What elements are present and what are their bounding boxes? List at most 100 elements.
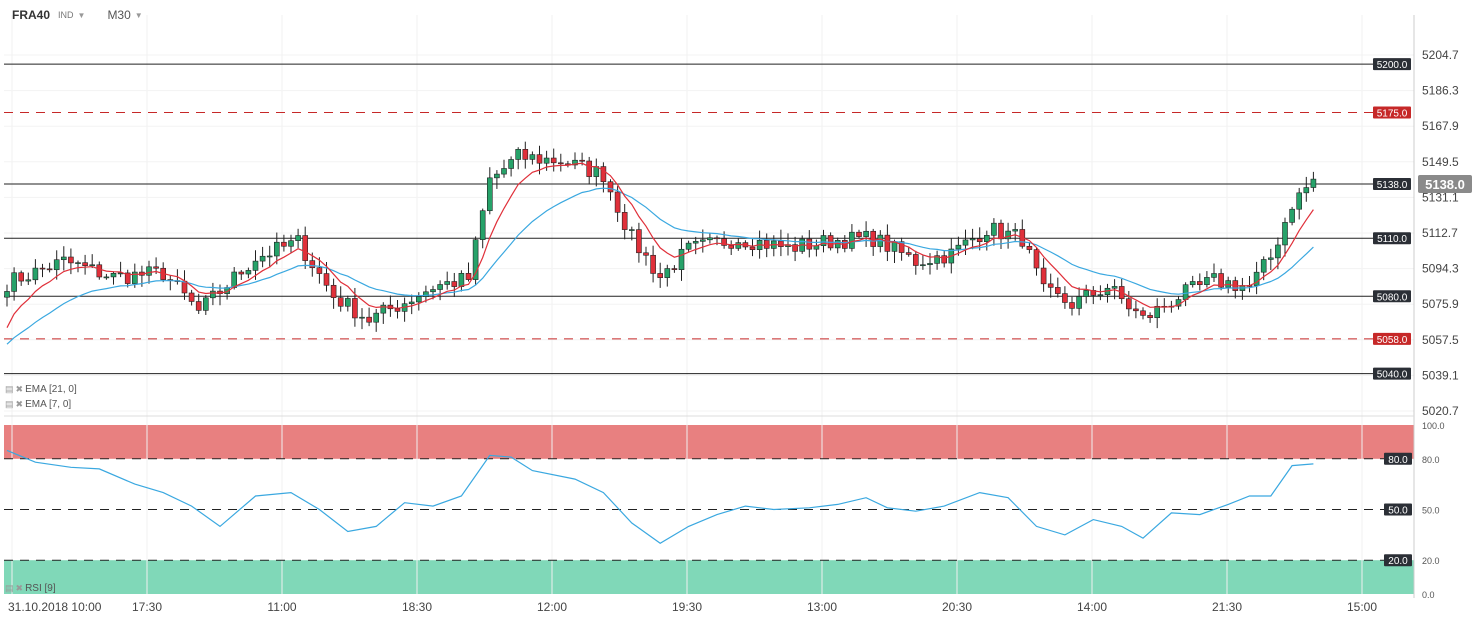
candle-up [288,240,294,247]
candle-down [1197,281,1203,285]
candle-down [18,272,25,282]
price-level-label: 5110.0 [1377,234,1407,245]
indicator-ema21[interactable]: ▤ ✖ EMA [21, 0] [5,384,77,395]
indicator-ema21-label: EMA [21, 0] [25,384,77,395]
candle-up [863,230,869,237]
price-level-tag [1373,290,1411,303]
candle-up [1253,271,1260,286]
candle-up [344,298,351,307]
symbol-header[interactable]: FRA40 IND ▼ M30 ▼ [12,8,143,22]
indicator-ema7[interactable]: ▤ ✖ EMA [7, 0] [5,399,71,410]
close-icon[interactable]: ✖ [15,399,24,409]
candle-down [1033,249,1040,269]
candle-down [763,240,770,249]
candle-down [394,308,401,312]
candle-down [671,268,678,270]
price-level-tag [1373,232,1411,245]
timeframe-selector[interactable]: M30 [107,8,131,22]
candle-down [195,301,202,311]
close-icon[interactable]: ✖ [15,583,24,593]
rsi-axis-label: 100.0 [1422,421,1445,431]
candle-up [1005,230,1011,240]
time-axis-label: 17:30 [132,600,162,614]
candle-down [536,154,543,164]
current-price-label: 5138.0 [1425,177,1465,192]
candle-down [856,231,862,237]
candle-up [1012,229,1019,232]
chevron-down-icon[interactable]: ▼ [77,10,86,20]
candle-up [472,239,479,280]
candle-up [692,241,699,244]
candle-down [1040,267,1047,285]
time-axis-label: 11:00 [267,600,296,614]
candle-up [415,296,422,303]
candle-down [1026,245,1033,250]
candle-up [991,222,997,236]
time-axis-label: 13:00 [807,600,837,614]
symbol-name[interactable]: FRA40 [12,8,51,22]
candle-down [46,268,53,271]
price-axis-label: 5039.1 [1422,368,1459,382]
candle-up [373,312,380,323]
candle-up [423,291,429,297]
price-level-label: 5058.0 [1377,335,1408,346]
candle-up [1303,187,1310,194]
candle-up [969,238,976,241]
candle-down [68,256,74,264]
settings-icon[interactable]: ▤ [5,399,14,409]
candle-down [366,316,372,323]
price-level-label: 5175.0 [1377,108,1408,119]
candle-down [557,162,564,165]
candle-down [614,191,621,213]
settings-icon[interactable]: ▤ [5,384,14,394]
candle-down [1047,283,1054,288]
candle-up [494,173,500,179]
candle-down [124,272,131,284]
time-axis-label: 20:30 [942,600,972,614]
candle-up [132,271,138,284]
candle-up [60,256,67,261]
candle-up [955,244,962,250]
settings-icon[interactable]: ▤ [5,583,14,593]
candle-down [451,281,458,287]
indicator-rsi[interactable]: ▤ ✖ RSI [9] [5,583,56,594]
candle-down [714,237,720,240]
candle-down [96,264,103,278]
time-axis-label: 12:00 [537,600,567,614]
price-axis-label: 5167.9 [1422,119,1459,133]
candle-down [316,267,323,274]
candle-down [579,159,585,162]
candle-up [1111,286,1118,289]
candle-down [636,229,642,254]
candle-up [231,271,237,288]
candle-down [1126,298,1132,310]
candle-down [912,254,919,266]
chevron-down-icon[interactable]: ▼ [134,10,143,20]
candle-down [870,230,877,247]
candle-down [905,252,912,255]
candle-down [330,284,337,298]
candle-down [238,271,245,275]
candle-up [1076,296,1082,309]
candle-up [1289,208,1295,223]
candle-up [203,297,209,311]
candle-up [1204,277,1210,285]
candle-down [657,273,664,278]
candle-down [281,241,287,247]
candle-up [849,231,855,249]
candle-down [721,238,727,246]
candle-down [550,157,557,164]
close-icon[interactable]: ✖ [15,384,24,394]
candle-up [920,264,926,267]
time-axis-label: 19:30 [672,600,702,614]
candle-up [1268,257,1274,260]
candle-up [508,159,514,169]
price-level-tag [1373,106,1411,119]
candle-up [983,235,990,243]
candle-down [1133,308,1139,312]
candle-up [501,168,507,175]
candle-down [302,235,309,261]
candle-up [699,239,706,242]
candle-up [1275,244,1281,259]
